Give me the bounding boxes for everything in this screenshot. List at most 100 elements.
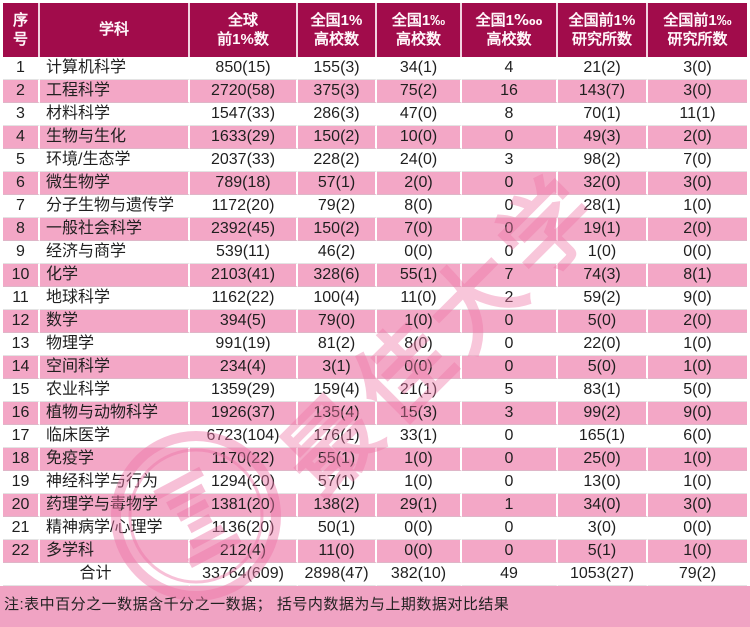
- col-global-top1: 539(11): [190, 241, 298, 264]
- col-subject: 临床医学: [40, 425, 190, 448]
- col-subject: 精神病学/心理学: [40, 517, 190, 540]
- col-cn-1pct-univ: 159(4): [298, 379, 377, 402]
- col-cn-top1permille-inst: 5(0): [648, 379, 747, 402]
- col-cn-1pertenthousand-univ: 0: [462, 172, 558, 195]
- col-cn-1pertenthousand-univ: 0: [462, 471, 558, 494]
- col-cn-1pct-univ: 3(1): [298, 356, 377, 379]
- col-cn-top1pct-inst: 74(3): [558, 264, 648, 287]
- table-row: 14 空间科学 234(4) 3(1) 0(0) 0 5(0) 1(0): [3, 356, 747, 379]
- col-cn-top1pct-inst: 5(0): [558, 310, 648, 333]
- col-no: 6: [3, 172, 40, 195]
- col-cn-1pct-univ: 2898(47): [298, 563, 377, 586]
- col-global-top1: 1136(20): [190, 517, 298, 540]
- col-cn-1permille-univ: 10(0): [377, 126, 462, 149]
- header-cn-top1permille-inst: 全国前1‰ 研究所数: [648, 3, 747, 57]
- table-row: 2 工程科学 2720(58) 375(3) 75(2) 16 143(7) 3(0): [3, 80, 747, 103]
- col-cn-1pct-univ: 328(6): [298, 264, 377, 287]
- col-no: 22: [3, 540, 40, 563]
- col-cn-1pertenthousand-univ: 0: [462, 241, 558, 264]
- col-cn-1pertenthousand-univ: 7: [462, 264, 558, 287]
- col-no: 8: [3, 218, 40, 241]
- col-cn-top1pct-inst: 165(1): [558, 425, 648, 448]
- col-global-top1: 394(5): [190, 310, 298, 333]
- table-row: 19 神经科学与行为 1294(20) 57(1) 1(0) 0 13(0) 1(0): [3, 471, 747, 494]
- total-label: 合计: [3, 563, 190, 586]
- col-cn-1pct-univ: 228(2): [298, 149, 377, 172]
- col-no: 1: [3, 57, 40, 80]
- col-no: 20: [3, 494, 40, 517]
- table-row: 22 多学科 212(4) 11(0) 0(0) 0 5(1) 1(0): [3, 540, 747, 563]
- col-cn-1pct-univ: 150(2): [298, 218, 377, 241]
- col-cn-top1pct-inst: 5(0): [558, 356, 648, 379]
- col-cn-top1pct-inst: 28(1): [558, 195, 648, 218]
- table-row: 11 地球科学 1162(22) 100(4) 11(0) 2 59(2) 9(0): [3, 287, 747, 310]
- col-subject: 物理学: [40, 333, 190, 356]
- col-cn-1permille-univ: 29(1): [377, 494, 462, 517]
- col-cn-top1pct-inst: 5(1): [558, 540, 648, 563]
- col-cn-top1permille-inst: 2(0): [648, 218, 747, 241]
- col-subject: 地球科学: [40, 287, 190, 310]
- col-cn-1pertenthousand-univ: 3: [462, 402, 558, 425]
- col-subject: 神经科学与行为: [40, 471, 190, 494]
- col-cn-top1permille-inst: 1(0): [648, 471, 747, 494]
- col-cn-1permille-univ: 55(1): [377, 264, 462, 287]
- col-cn-1pct-univ: 155(3): [298, 57, 377, 80]
- col-cn-top1permille-inst: 0(0): [648, 517, 747, 540]
- col-global-top1: 991(19): [190, 333, 298, 356]
- col-cn-top1permille-inst: 9(0): [648, 287, 747, 310]
- col-cn-1pct-univ: 79(0): [298, 310, 377, 333]
- col-global-top1: 1294(20): [190, 471, 298, 494]
- col-cn-1pertenthousand-univ: 5: [462, 379, 558, 402]
- col-no: 16: [3, 402, 40, 425]
- col-cn-1permille-univ: 0(0): [377, 540, 462, 563]
- col-subject: 经济与商学: [40, 241, 190, 264]
- col-cn-1pertenthousand-univ: 0: [462, 126, 558, 149]
- table-row: 1 计算机科学 850(15) 155(3) 34(1) 4 21(2) 3(0): [3, 57, 747, 80]
- col-subject: 农业科学: [40, 379, 190, 402]
- col-cn-1pertenthousand-univ: 0: [462, 356, 558, 379]
- col-cn-1pertenthousand-univ: 0: [462, 218, 558, 241]
- col-subject: 药理学与毒物学: [40, 494, 190, 517]
- col-subject: 微生物学: [40, 172, 190, 195]
- col-global-top1: 1633(29): [190, 126, 298, 149]
- col-subject: 植物与动物科学: [40, 402, 190, 425]
- col-cn-1pct-univ: 79(2): [298, 195, 377, 218]
- col-global-top1: 2392(45): [190, 218, 298, 241]
- col-global-top1: 1359(29): [190, 379, 298, 402]
- col-cn-top1permille-inst: 79(2): [648, 563, 747, 586]
- table-body: 1 计算机科学 850(15) 155(3) 34(1) 4 21(2) 3(0) 2 工程科学 2…: [3, 57, 747, 586]
- col-cn-top1pct-inst: 49(3): [558, 126, 648, 149]
- col-cn-top1pct-inst: 34(0): [558, 494, 648, 517]
- col-cn-top1permille-inst: 3(0): [648, 80, 747, 103]
- col-cn-top1pct-inst: 21(2): [558, 57, 648, 80]
- col-cn-top1pct-inst: 25(0): [558, 448, 648, 471]
- col-global-top1: 234(4): [190, 356, 298, 379]
- col-cn-1pct-univ: 11(0): [298, 540, 377, 563]
- col-subject: 生物与生化: [40, 126, 190, 149]
- col-subject: 数学: [40, 310, 190, 333]
- header-row: 序 号 学科 全球 前1%数 全国1% 高校数 全国1‰ 高校数 全国1‱ 高校…: [3, 3, 747, 57]
- total-row: 合计 33764(609) 2898(47) 382(10) 49 1053(27) 79(…: [3, 563, 747, 586]
- col-no: 9: [3, 241, 40, 264]
- header-global-top1: 全球 前1%数: [190, 3, 298, 57]
- col-global-top1: 789(18): [190, 172, 298, 195]
- col-no: 21: [3, 517, 40, 540]
- col-cn-top1permille-inst: 11(1): [648, 103, 747, 126]
- header-no: 序 号: [3, 3, 40, 57]
- col-cn-top1pct-inst: 98(2): [558, 149, 648, 172]
- col-cn-top1pct-inst: 3(0): [558, 517, 648, 540]
- col-cn-1permille-univ: 1(0): [377, 448, 462, 471]
- col-cn-top1pct-inst: 13(0): [558, 471, 648, 494]
- table-row: 8 一般社会科学 2392(45) 150(2) 7(0) 0 19(1) 2(0): [3, 218, 747, 241]
- col-cn-top1pct-inst: 99(2): [558, 402, 648, 425]
- col-cn-1pct-univ: 57(1): [298, 172, 377, 195]
- col-cn-1pertenthousand-univ: 1: [462, 494, 558, 517]
- col-subject: 空间科学: [40, 356, 190, 379]
- esi-subject-table: 序 号 学科 全球 前1%数 全国1% 高校数 全国1‰ 高校数 全国1‱ 高校…: [3, 3, 747, 586]
- col-cn-top1permille-inst: 1(0): [648, 448, 747, 471]
- col-cn-top1pct-inst: 22(0): [558, 333, 648, 356]
- col-cn-1pct-univ: 138(2): [298, 494, 377, 517]
- col-cn-1pct-univ: 46(2): [298, 241, 377, 264]
- col-no: 10: [3, 264, 40, 287]
- col-cn-1permille-univ: 0(0): [377, 241, 462, 264]
